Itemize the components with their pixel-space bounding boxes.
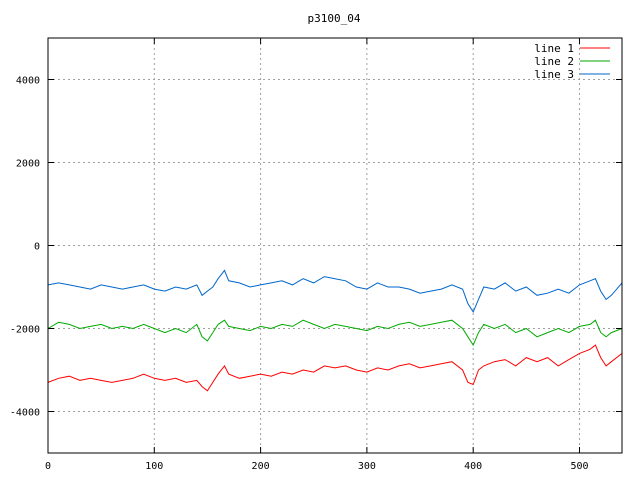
y-tick-label: 0 [34, 242, 40, 253]
y-tick-label: 4000 [16, 76, 40, 87]
x-tick-label: 500 [570, 461, 588, 472]
legend-label-3: line 3 [534, 68, 574, 81]
y-tick-label: -4000 [10, 408, 40, 419]
grid [48, 38, 622, 453]
y-tick-label: -2000 [10, 325, 40, 336]
legend-label-1: line 1 [534, 42, 574, 55]
x-tick-label: 0 [45, 461, 51, 472]
tick-labels: 0 100 200 300 400 500 -4000 -2000 0 2000 4000 [10, 38, 622, 472]
series-layer [47, 269, 623, 392]
x-tick-label: 300 [358, 461, 376, 472]
x-tick-label: 200 [252, 461, 270, 472]
series-line-2 [47, 319, 623, 347]
series-line-3 [47, 269, 623, 313]
x-tick-label: 100 [145, 461, 163, 472]
legend-label-2: line 2 [534, 55, 574, 68]
x-tick-label: 400 [464, 461, 482, 472]
chart-title: p3100_04 [308, 12, 361, 25]
series-line-1 [47, 344, 623, 392]
y-tick-label: 2000 [16, 159, 40, 170]
